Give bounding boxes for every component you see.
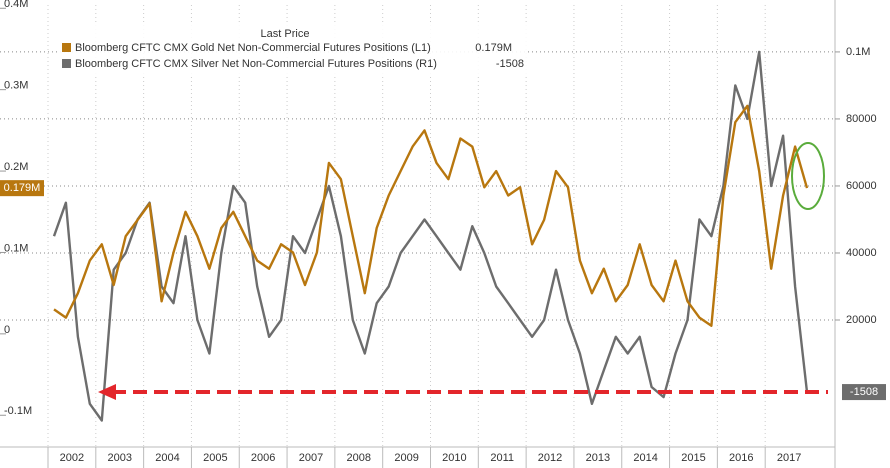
highlight-ellipse [791, 142, 825, 210]
last-value-tag [842, 384, 886, 401]
y2-tick-label: 40000 [846, 247, 877, 259]
annotations [98, 142, 828, 400]
x-tick-label: 2008 [347, 452, 371, 464]
x-tick-label: 2013 [586, 452, 610, 464]
last-value-label: -1508 [850, 386, 878, 398]
x-tick-label: 2006 [251, 452, 275, 464]
last-value-tag [0, 180, 44, 197]
x-tick-label: 2004 [155, 452, 179, 464]
x-tick-label: 2016 [729, 452, 753, 464]
legend-swatch [62, 59, 71, 68]
legend: Last Price Bloomberg CFTC CMX Gold Net N… [58, 22, 528, 76]
x-tick-label: 2011 [490, 452, 514, 464]
x-tick-label: 2002 [60, 452, 84, 464]
x-tick-label: 2012 [538, 452, 562, 464]
x-tick-label: 2003 [107, 452, 131, 464]
y-tick-label: 0.3M [4, 80, 28, 92]
lines [52, 50, 809, 422]
x-tick-label: 2014 [633, 452, 657, 464]
last-value-label: 0.179M [4, 182, 41, 194]
legend-title: Last Price [261, 28, 310, 40]
x-tick-label: 2007 [299, 452, 323, 464]
y-tick-label: 0.2M [4, 161, 28, 173]
legend-last-value: -1508 [496, 58, 524, 70]
y-tick-label: -0.1M [4, 405, 32, 417]
y2-tick-label: 60000 [846, 180, 877, 192]
y-tick-label: 0.1M [4, 242, 28, 254]
x-tick-label: 2005 [203, 452, 227, 464]
x-tick-label: 2010 [442, 452, 466, 464]
legend-box [58, 22, 528, 76]
y2-tick-label: 20000 [846, 314, 877, 326]
legend-entry: Bloomberg CFTC CMX Silver Net Non-Commer… [75, 58, 437, 70]
x-tick-label: 2015 [681, 452, 705, 464]
legend-last-value: 0.179M [475, 42, 512, 54]
legend-swatch [62, 43, 71, 52]
y-tick-label: 0.4M [4, 0, 28, 10]
y-tick-label: 0 [4, 324, 10, 336]
series-line [52, 50, 809, 422]
arrow-head [98, 384, 116, 400]
y2-tick-label: 80000 [846, 113, 877, 125]
y2-tick-label: 0.1M [846, 46, 870, 58]
x-tick-label: 2017 [777, 452, 801, 464]
legend-entry: Bloomberg CFTC CMX Gold Net Non-Commerci… [75, 42, 431, 54]
series-line [53, 104, 809, 327]
x-tick-label: 2009 [394, 452, 418, 464]
